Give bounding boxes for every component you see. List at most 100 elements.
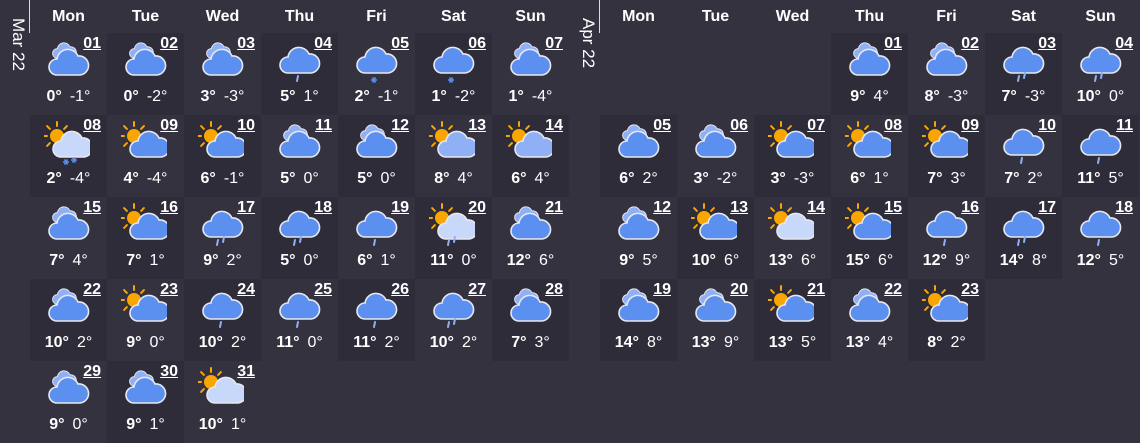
day-number-link[interactable]: 14: [545, 117, 563, 134]
day-number-link[interactable]: 09: [961, 117, 979, 134]
day-number-link[interactable]: 28: [545, 281, 563, 298]
day-number-link[interactable]: 01: [884, 35, 902, 52]
day-cell[interactable]: 07 3° -3°: [754, 115, 831, 197]
day-cell[interactable]: 28 7° 3°: [492, 279, 569, 361]
day-number-link[interactable]: 18: [314, 199, 332, 216]
day-cell[interactable]: 02 8° -3°: [908, 33, 985, 115]
day-number-link[interactable]: 11: [1116, 117, 1133, 134]
day-cell[interactable]: 01 0° -1°: [30, 33, 107, 115]
day-cell[interactable]: 18 12° 5°: [1062, 197, 1139, 279]
day-cell[interactable]: 08 6° 1°: [831, 115, 908, 197]
day-number-link[interactable]: 10: [237, 117, 255, 134]
day-cell[interactable]: 19 14° 8°: [600, 279, 677, 361]
day-cell[interactable]: 10 6° -1°: [184, 115, 261, 197]
day-number-link[interactable]: 09: [160, 117, 178, 134]
day-cell[interactable]: 23 9° 0°: [107, 279, 184, 361]
day-cell[interactable]: 22 10° 2°: [30, 279, 107, 361]
day-number-link[interactable]: 16: [961, 199, 979, 216]
day-cell[interactable]: 22 13° 4°: [831, 279, 908, 361]
day-number-link[interactable]: 15: [83, 199, 101, 216]
day-cell[interactable]: 18 5° 0°: [261, 197, 338, 279]
day-cell[interactable]: 26 11° 2°: [338, 279, 415, 361]
day-number-link[interactable]: 27: [468, 281, 486, 298]
day-cell[interactable]: 25 11° 0°: [261, 279, 338, 361]
day-number-link[interactable]: 25: [314, 281, 332, 298]
day-cell[interactable]: 09 4° -4°: [107, 115, 184, 197]
day-number-link[interactable]: 08: [83, 117, 101, 134]
day-cell[interactable]: 11 5° 0°: [261, 115, 338, 197]
day-cell[interactable]: 13 10° 6°: [677, 197, 754, 279]
day-number-link[interactable]: 03: [1038, 35, 1056, 52]
day-cell[interactable]: 15 15° 6°: [831, 197, 908, 279]
day-cell[interactable]: 31 10° 1°: [184, 361, 261, 443]
day-number-link[interactable]: 08: [884, 117, 902, 134]
day-cell[interactable]: 16 7° 1°: [107, 197, 184, 279]
day-cell[interactable]: 12 5° 0°: [338, 115, 415, 197]
day-number-link[interactable]: 04: [1115, 35, 1133, 52]
day-number-link[interactable]: 11: [315, 117, 332, 134]
day-number-link[interactable]: 30: [160, 363, 178, 380]
day-cell[interactable]: 06 1° -2°: [415, 33, 492, 115]
day-number-link[interactable]: 06: [730, 117, 748, 134]
day-cell[interactable]: 29 9° 0°: [30, 361, 107, 443]
day-cell[interactable]: 14 6° 4°: [492, 115, 569, 197]
day-number-link[interactable]: 22: [83, 281, 101, 298]
day-cell[interactable]: 04 5° 1°: [261, 33, 338, 115]
day-number-link[interactable]: 05: [653, 117, 671, 134]
day-number-link[interactable]: 23: [961, 281, 979, 298]
day-number-link[interactable]: 19: [653, 281, 671, 298]
day-number-link[interactable]: 21: [807, 281, 825, 298]
day-number-link[interactable]: 17: [237, 199, 255, 216]
day-number-link[interactable]: 18: [1115, 199, 1133, 216]
day-number-link[interactable]: 02: [961, 35, 979, 52]
day-cell[interactable]: 11 11° 5°: [1062, 115, 1139, 197]
day-number-link[interactable]: 26: [391, 281, 409, 298]
day-number-link[interactable]: 20: [468, 199, 486, 216]
day-number-link[interactable]: 24: [237, 281, 255, 298]
day-number-link[interactable]: 13: [468, 117, 486, 134]
day-cell[interactable]: 09 7° 3°: [908, 115, 985, 197]
day-cell[interactable]: 19 6° 1°: [338, 197, 415, 279]
day-cell[interactable]: 03 3° -3°: [184, 33, 261, 115]
day-number-link[interactable]: 10: [1038, 117, 1056, 134]
day-number-link[interactable]: 17: [1038, 199, 1056, 216]
day-number-link[interactable]: 13: [730, 199, 748, 216]
day-number-link[interactable]: 06: [468, 35, 486, 52]
day-cell[interactable]: 30 9° 1°: [107, 361, 184, 443]
day-number-link[interactable]: 04: [314, 35, 332, 52]
day-cell[interactable]: 01 9° 4°: [831, 33, 908, 115]
day-cell[interactable]: 20 13° 9°: [677, 279, 754, 361]
day-number-link[interactable]: 23: [160, 281, 178, 298]
day-number-link[interactable]: 15: [884, 199, 902, 216]
day-cell[interactable]: 06 3° -2°: [677, 115, 754, 197]
day-cell[interactable]: 03 7° -3°: [985, 33, 1062, 115]
day-number-link[interactable]: 05: [391, 35, 409, 52]
day-number-link[interactable]: 31: [237, 363, 255, 380]
day-cell[interactable]: 24 10° 2°: [184, 279, 261, 361]
day-cell[interactable]: 20 11° 0°: [415, 197, 492, 279]
day-cell[interactable]: 27 10° 2°: [415, 279, 492, 361]
day-cell[interactable]: 17 9° 2°: [184, 197, 261, 279]
day-cell[interactable]: 02 0° -2°: [107, 33, 184, 115]
day-cell[interactable]: 23 8° 2°: [908, 279, 985, 361]
day-number-link[interactable]: 12: [391, 117, 409, 134]
day-cell[interactable]: 13 8° 4°: [415, 115, 492, 197]
day-cell[interactable]: 10 7° 2°: [985, 115, 1062, 197]
day-number-link[interactable]: 02: [160, 35, 178, 52]
day-cell[interactable]: 05 6° 2°: [600, 115, 677, 197]
day-cell[interactable]: 07 1° -4°: [492, 33, 569, 115]
day-number-link[interactable]: 07: [807, 117, 825, 134]
day-number-link[interactable]: 21: [545, 199, 563, 216]
day-number-link[interactable]: 20: [730, 281, 748, 298]
day-cell[interactable]: 21 13° 5°: [754, 279, 831, 361]
day-number-link[interactable]: 29: [83, 363, 101, 380]
day-cell[interactable]: 16 12° 9°: [908, 197, 985, 279]
day-cell[interactable]: 04 10° 0°: [1062, 33, 1139, 115]
day-cell[interactable]: 14 13° 6°: [754, 197, 831, 279]
day-cell[interactable]: 12 9° 5°: [600, 197, 677, 279]
day-number-link[interactable]: 12: [653, 199, 671, 216]
day-number-link[interactable]: 07: [545, 35, 563, 52]
day-cell[interactable]: 17 14° 8°: [985, 197, 1062, 279]
day-cell[interactable]: 15 7° 4°: [30, 197, 107, 279]
day-number-link[interactable]: 01: [83, 35, 101, 52]
